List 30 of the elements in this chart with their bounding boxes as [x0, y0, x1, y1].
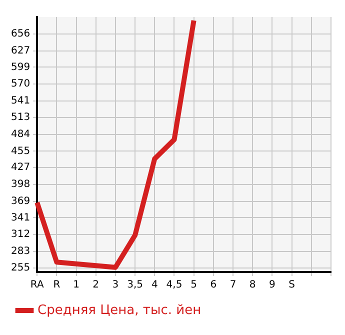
x-tick-label: 1: [73, 280, 80, 291]
y-tick-label: 398: [10, 179, 30, 190]
x-tick-label: 8: [249, 280, 256, 291]
x-tick-label: 7: [230, 280, 236, 291]
y-tick-label: 513: [10, 112, 30, 123]
y-tick-label: 312: [10, 229, 30, 240]
y-tick-label: 369: [10, 196, 30, 207]
y-tick-label: 599: [10, 62, 30, 73]
x-tick-label: 2: [92, 280, 100, 291]
y-tick-label: 627: [10, 45, 30, 56]
x-tick-label: 3,5: [127, 280, 144, 291]
y-tick-label: 341: [10, 212, 30, 224]
y-tick-label: 541: [10, 96, 30, 107]
x-tick-label: 3: [112, 280, 119, 291]
y-tick-label: 283: [10, 246, 30, 258]
y-tick-label: 656: [10, 28, 30, 40]
y-tick-label: 255: [10, 262, 30, 274]
x-tick-label: 9: [269, 280, 276, 291]
y-tick-label: 570: [10, 78, 30, 90]
y-tick-label: 484: [10, 128, 30, 140]
x-tick-label: S: [288, 280, 295, 291]
x-tick-label: R: [53, 280, 60, 291]
x-tick-label: 5: [190, 280, 198, 291]
y-tick-label: 455: [10, 146, 30, 157]
x-tick-label: 4: [151, 280, 158, 291]
x-tick-label: 6: [210, 280, 217, 291]
x-tick-label: RA: [30, 280, 44, 291]
x-tick-label: 4,5: [166, 280, 182, 291]
legend-label: Средняя Цена, тыс. йен: [38, 302, 202, 318]
y-tick-label: 427: [10, 162, 30, 174]
